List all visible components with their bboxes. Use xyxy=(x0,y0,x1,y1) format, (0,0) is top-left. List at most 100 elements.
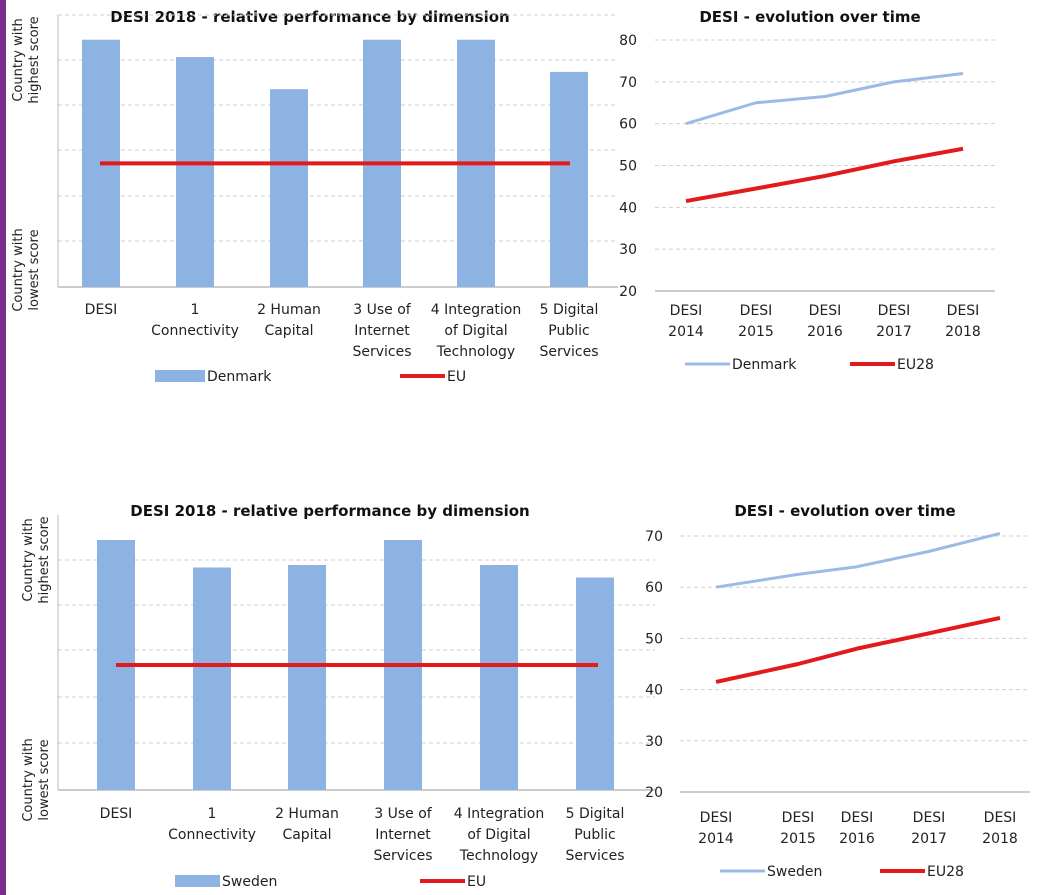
category-label: Services xyxy=(565,848,624,864)
legend-label: EU xyxy=(447,369,466,385)
sweden-bar-chart: DESI 2018 - relative performance by dime… xyxy=(21,502,655,890)
y-top-label-text: highest score xyxy=(27,16,42,103)
category-label: Internet xyxy=(354,323,410,339)
category-label: Capital xyxy=(264,323,313,339)
category-label: Internet xyxy=(375,827,431,843)
y-tick-label: 60 xyxy=(619,117,637,133)
series-line-sweden xyxy=(715,531,1001,589)
legend-label: EU xyxy=(467,874,486,890)
category-label: DESI xyxy=(85,302,118,318)
y-tick-label: 60 xyxy=(645,580,663,596)
category-label: 2 Human xyxy=(275,806,339,822)
y-bottom-label: Country with lowest score xyxy=(21,738,52,821)
denmark-bar-chart: DESI 2018 - relative performance by dime… xyxy=(11,8,618,385)
y-top-label: Country with highest score xyxy=(11,16,42,103)
category-label: 2 Human xyxy=(257,302,321,318)
bar-denmark xyxy=(176,57,214,287)
y-top-label-text: highest score xyxy=(37,516,52,603)
category-label: DESI xyxy=(100,806,133,822)
y-top-label-text: Country with xyxy=(21,518,36,601)
category-label: Services xyxy=(373,848,432,864)
category-label: of Digital xyxy=(444,323,507,339)
x-tick-label: 2016 xyxy=(807,324,843,340)
x-tick-label: 2015 xyxy=(738,324,774,340)
category-label: 4 Integration xyxy=(431,302,522,318)
y-top-label: Country with highest score xyxy=(21,516,52,603)
chart-title: DESI - evolution over time xyxy=(734,502,955,520)
bar-denmark xyxy=(270,89,308,287)
legend-label: Denmark xyxy=(207,369,272,385)
legend-label: Denmark xyxy=(732,357,797,373)
bar-sweden xyxy=(576,577,614,790)
x-tick-label: DESI xyxy=(947,303,980,319)
bar-sweden xyxy=(193,567,231,790)
bar-sweden xyxy=(288,565,326,790)
x-tick-label: DESI xyxy=(740,303,773,319)
legend: Denmark EU28 xyxy=(685,357,934,373)
denmark-line-chart: DESI - evolution over time 20 30 40 50 60 70 80… xyxy=(619,8,995,373)
legend-label: Sweden xyxy=(222,874,277,890)
legend-swatch-bar xyxy=(175,875,220,887)
category-label: Public xyxy=(574,827,615,843)
legend: Sweden EU28 xyxy=(720,864,964,880)
x-tick-label: DESI xyxy=(809,303,842,319)
y-bottom-label-text: lowest score xyxy=(27,229,42,310)
y-tick-label: 40 xyxy=(619,200,637,216)
y-tick-label: 30 xyxy=(619,242,637,258)
y-tick-label: 20 xyxy=(645,785,663,801)
x-tick-label: 2014 xyxy=(668,324,704,340)
category-label: Capital xyxy=(282,827,331,843)
category-label: 3 Use of xyxy=(374,806,433,822)
sweden-line-chart: DESI - evolution over time 20 30 40 50 60 70 DE… xyxy=(645,502,1030,880)
y-tick-label: 20 xyxy=(619,284,637,300)
legend-label: EU28 xyxy=(927,864,964,880)
series-line-eu28 xyxy=(685,146,964,204)
x-tick-label: DESI xyxy=(913,810,946,826)
chart-title: DESI - evolution over time xyxy=(699,8,920,26)
category-label: Services xyxy=(539,344,598,360)
category-label: 1 xyxy=(191,302,200,318)
x-tick-label: DESI xyxy=(782,810,815,826)
bar-denmark xyxy=(550,71,588,287)
series-line-eu28 xyxy=(715,615,1001,684)
category-label: 3 Use of xyxy=(353,302,412,318)
y-top-label-text: Country with xyxy=(11,18,26,101)
y-bottom-label-text: Country with xyxy=(11,228,26,311)
y-tick-label: 70 xyxy=(619,75,637,91)
category-label: 5 Digital xyxy=(566,806,625,822)
y-bottom-label: Country with lowest score xyxy=(11,228,42,311)
category-label: 5 Digital xyxy=(540,302,599,318)
x-tick-label: 2014 xyxy=(698,831,734,847)
category-label: 1 xyxy=(208,806,217,822)
category-label: Technology xyxy=(436,344,515,360)
x-tick-label: 2018 xyxy=(982,831,1018,847)
x-tick-label: 2018 xyxy=(945,324,981,340)
y-bottom-label-text: lowest score xyxy=(37,739,52,820)
category-label: Technology xyxy=(459,848,538,864)
y-tick-label: 50 xyxy=(645,631,663,647)
category-label: Public xyxy=(548,323,589,339)
category-label: of Digital xyxy=(467,827,530,843)
chart-title: DESI 2018 - relative performance by dime… xyxy=(110,8,509,26)
x-tick-label: DESI xyxy=(700,810,733,826)
legend: Sweden EU xyxy=(175,874,486,890)
x-tick-label: DESI xyxy=(984,810,1017,826)
y-bottom-label-text: Country with xyxy=(21,738,36,821)
x-tick-label: 2017 xyxy=(911,831,947,847)
legend: Denmark EU xyxy=(155,369,466,385)
y-tick-label: 50 xyxy=(619,159,637,175)
side-accent-bar xyxy=(0,0,6,895)
category-label: Connectivity xyxy=(168,827,256,843)
category-label: 4 Integration xyxy=(454,806,545,822)
x-tick-label: DESI xyxy=(878,303,911,319)
x-tick-label: DESI xyxy=(670,303,703,319)
x-tick-label: 2016 xyxy=(839,831,875,847)
chart-title: DESI 2018 - relative performance by dime… xyxy=(130,502,529,520)
x-tick-label: 2015 xyxy=(780,831,816,847)
y-tick-label: 40 xyxy=(645,683,663,699)
y-tick-label: 80 xyxy=(619,33,637,49)
x-tick-label: DESI xyxy=(841,810,874,826)
x-tick-label: 2017 xyxy=(876,324,912,340)
category-label: Services xyxy=(352,344,411,360)
